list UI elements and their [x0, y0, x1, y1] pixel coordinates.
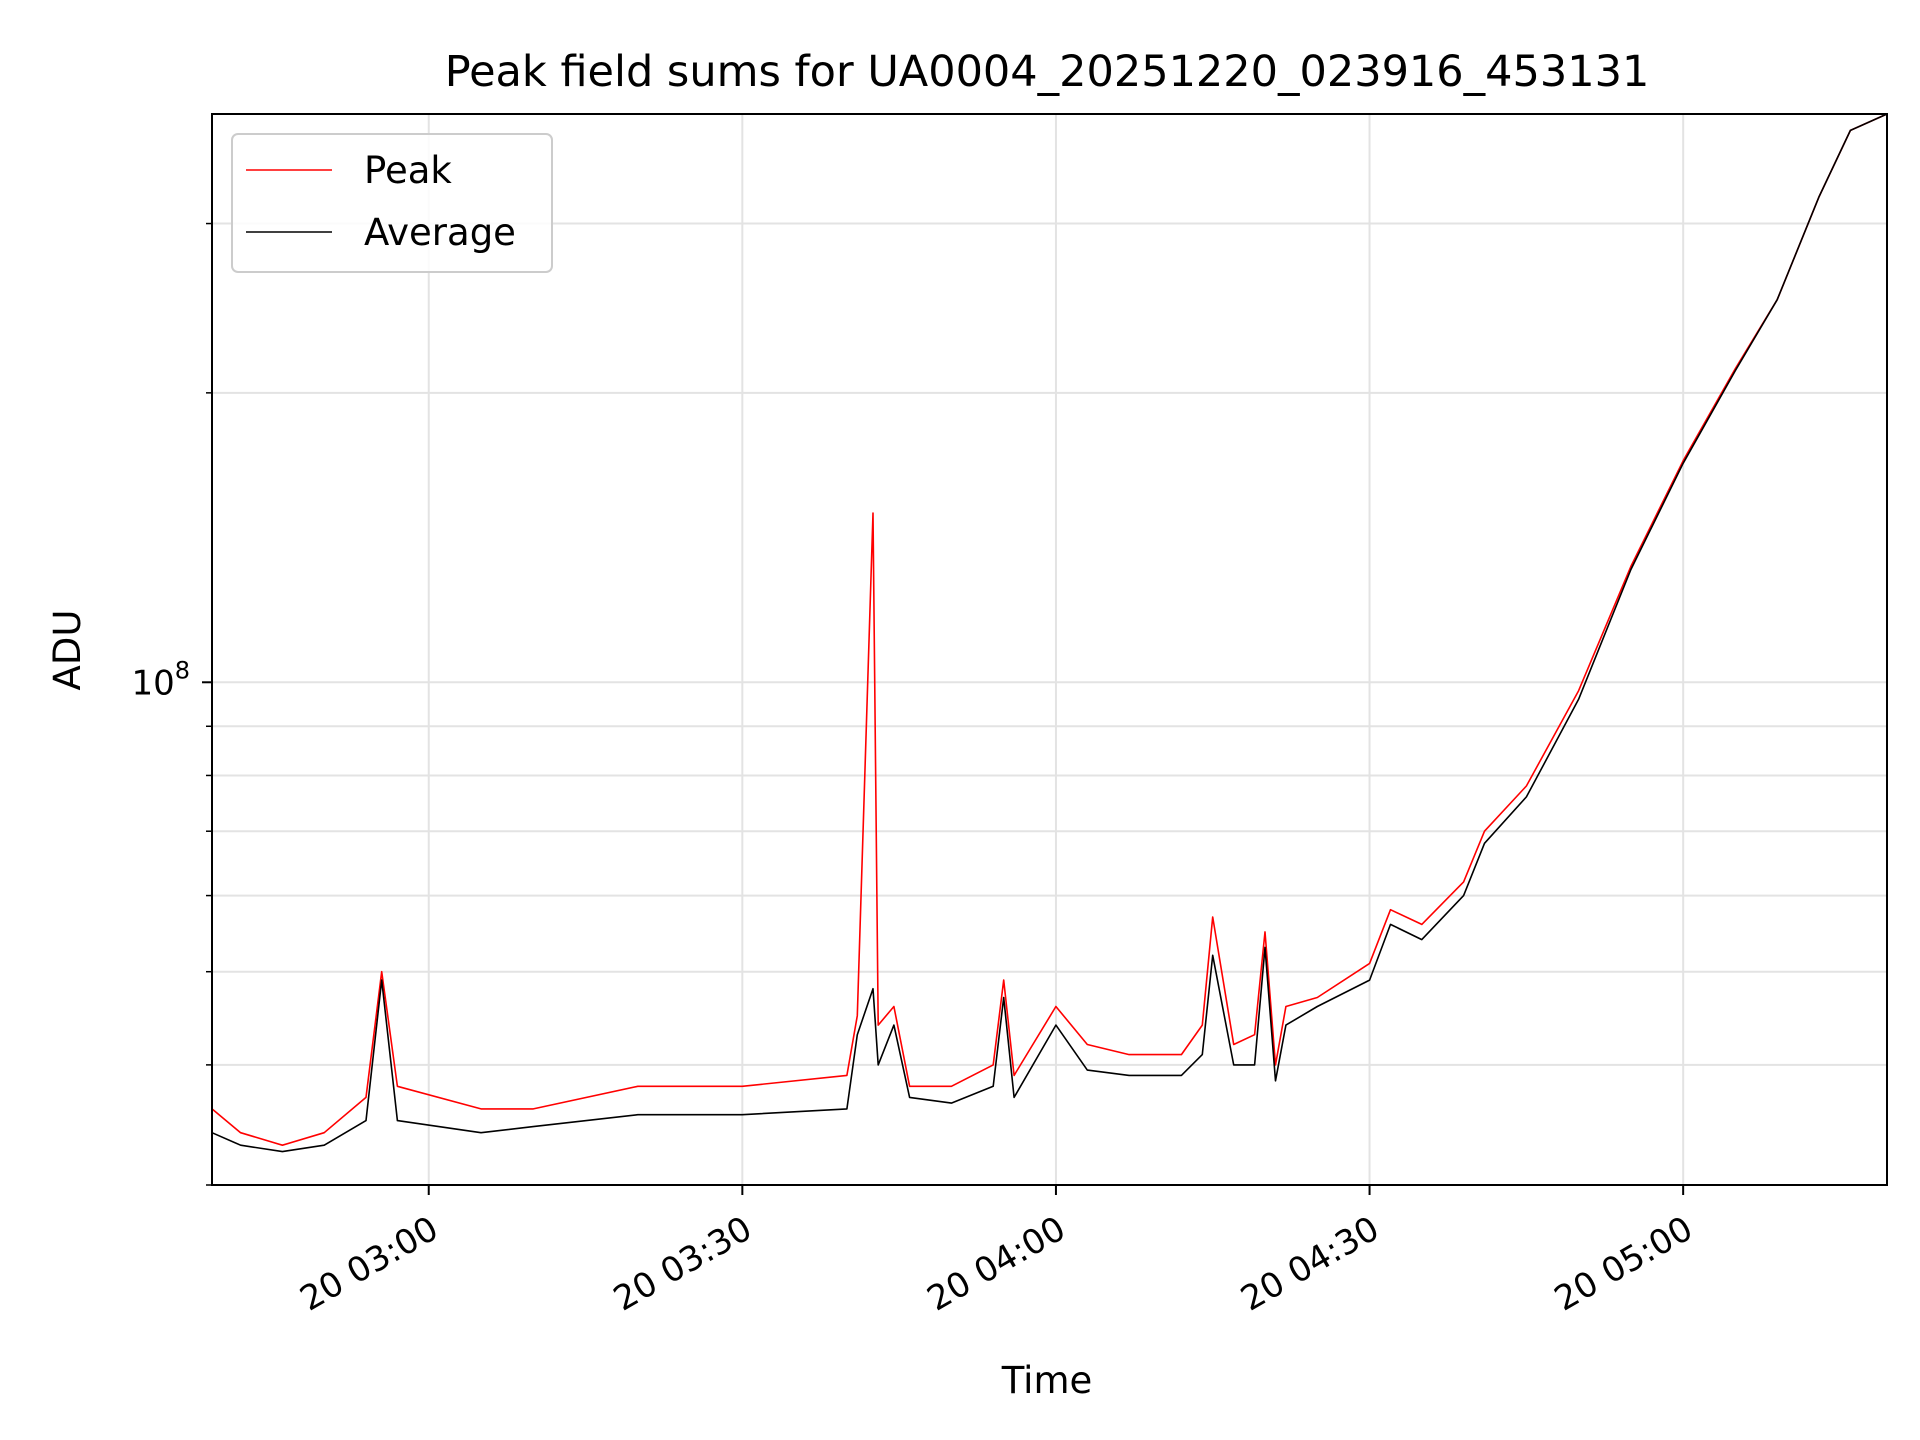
chart-title: Peak field sums for UA0004_20251220_0239…	[445, 47, 1650, 97]
legend: Peak Average	[231, 133, 553, 273]
x-axis-label: Time	[1001, 1359, 1093, 1402]
y-axis-label: ADU	[46, 610, 89, 691]
grid-lines	[212, 114, 1887, 1186]
y-tick-label: 108	[131, 656, 190, 703]
y-tick-label-base: 10	[131, 663, 174, 703]
series-line-peak	[211, 113, 1888, 1146]
plot-frame	[211, 113, 1888, 1186]
series-line-average	[211, 113, 1888, 1153]
y-tick-label-exponent: 8	[175, 656, 190, 684]
legend-peak-label: Peak	[364, 149, 452, 192]
series-layer	[211, 113, 1888, 1153]
legend-average-label: Average	[364, 211, 516, 254]
y-axis: 108	[131, 222, 212, 1186]
legend-box	[231, 133, 553, 273]
